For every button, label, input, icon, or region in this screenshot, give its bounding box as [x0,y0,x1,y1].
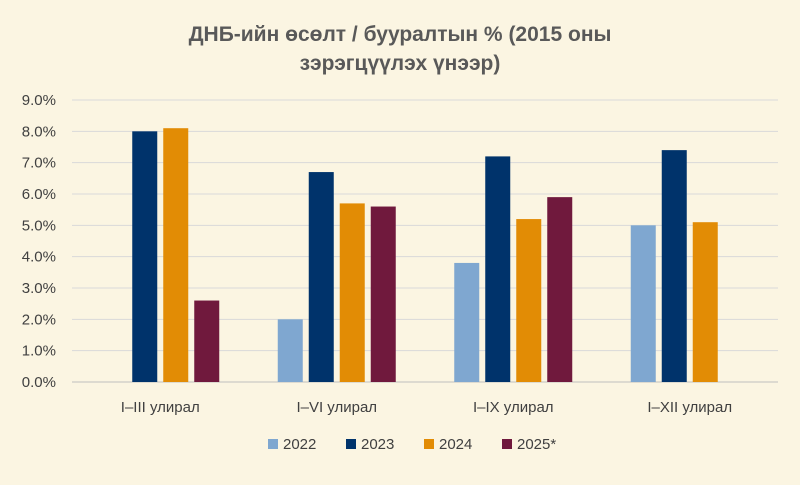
y-tick-label: 8.0% [22,123,56,140]
legend-label: 2025* [517,436,556,453]
x-category-label: I–IX улирал [473,399,554,416]
bar [630,225,656,382]
y-tick-label: 4.0% [22,249,56,266]
bar [692,222,718,382]
x-category-label: I–XII улирал [647,399,732,416]
x-axis-categories: I–III улирал I–VI улирал I–IX улирал I–XII … [121,399,732,416]
y-tick-label: 1.0% [22,343,56,360]
y-tick-label: 7.0% [22,155,56,172]
bar [516,219,542,382]
chart-title-line-2: зэрэгцүүлэх үнээр) [300,52,501,75]
y-tick-label: 9.0% [22,92,56,109]
bar [132,131,158,382]
y-tick-label: 0.0% [22,374,56,391]
legend-swatch [502,439,512,449]
bar [194,300,220,382]
legend: 2022 2023 2024 2025* [268,436,556,453]
y-tick-label: 3.0% [22,280,56,297]
bar [163,128,189,382]
bar [370,206,396,382]
bar [547,197,573,382]
bar [277,319,303,382]
legend-label: 2024 [439,436,472,453]
legend-swatch [346,439,356,449]
legend-label: 2023 [361,436,394,453]
bars [132,128,718,382]
bar [485,156,511,382]
x-category-label: I–VI улирал [296,399,377,416]
y-axis-ticks: 0.0% 1.0% 2.0% 3.0% 4.0% 5.0% 6.0% 7.0% 8.0% 9.0% [22,92,56,391]
y-tick-label: 2.0% [22,311,56,328]
bar [661,150,687,382]
bar [308,172,334,382]
gridlines [72,99,778,383]
bar [339,203,365,382]
legend-label: 2022 [283,436,316,453]
chart-title-line-1: ДНБ-ийн өсөлт / бууралтын % (2015 оны [189,23,612,46]
x-category-label: I–III улирал [121,399,200,416]
legend-swatch [268,439,278,449]
legend-swatch [424,439,434,449]
bar [454,262,480,382]
y-tick-label: 5.0% [22,217,56,234]
y-tick-label: 6.0% [22,186,56,203]
